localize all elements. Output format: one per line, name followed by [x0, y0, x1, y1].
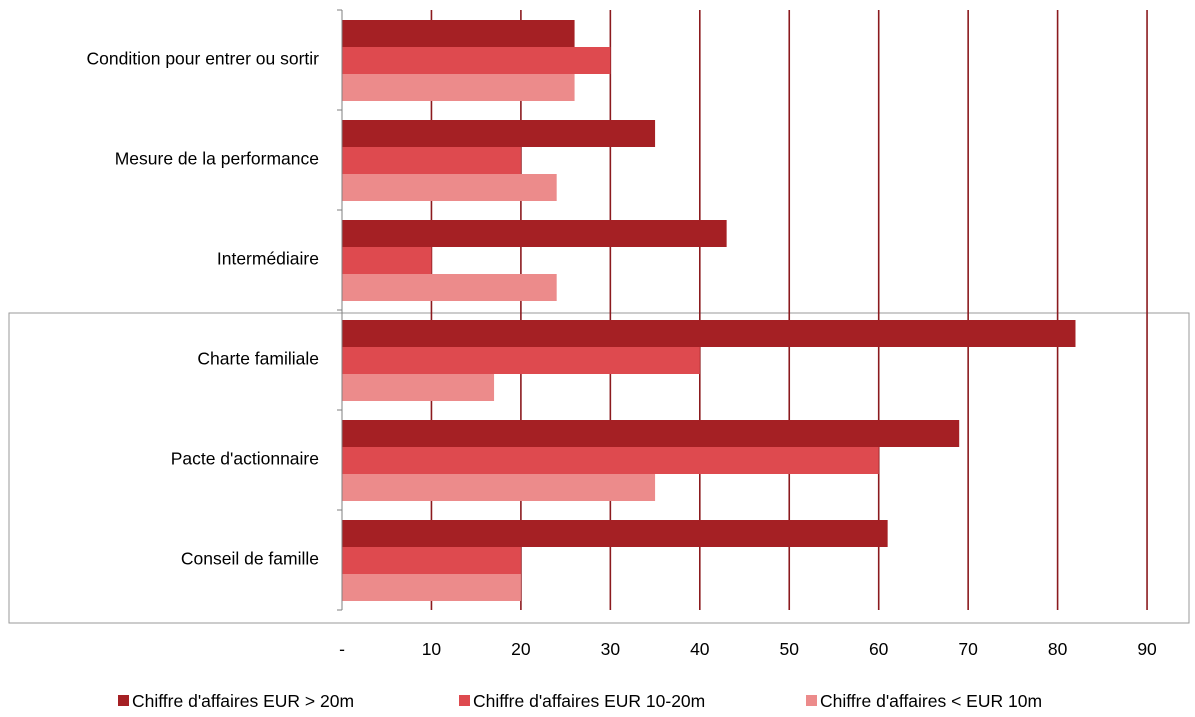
bar-1-series-3: [342, 74, 575, 101]
bar-4-series-2: [342, 347, 700, 374]
bar-6-series-2: [342, 547, 521, 574]
highlight-layer: [8, 312, 1190, 624]
bar-5-series-3: [342, 474, 656, 501]
legend-swatch-1: [118, 695, 129, 706]
bar-3-series-2: [342, 247, 432, 274]
category-label: Charte familiale: [197, 349, 319, 369]
axis-layer: [337, 9, 343, 611]
category-labels: Condition pour entrer ou sortir Mesure de…: [87, 49, 320, 569]
bar-1-series-1: [342, 20, 575, 47]
highlight-box: [8, 312, 1190, 624]
bar-6-series-1: [342, 520, 888, 547]
bar-2-series-2: [342, 147, 521, 174]
x-tick-label: 40: [690, 639, 710, 659]
bar-2-series-1: [342, 120, 656, 147]
bar-5-series-1: [342, 420, 960, 447]
legend-swatch-3: [806, 695, 817, 706]
x-tick-label: 20: [511, 639, 531, 659]
x-tick-label: 70: [958, 639, 978, 659]
category-label: Conseil de famille: [181, 549, 319, 569]
category-label: Condition pour entrer ou sortir: [87, 49, 320, 69]
bar-5-series-2: [342, 447, 879, 474]
bar-3-series-1: [342, 220, 727, 247]
x-tick-label: -: [339, 639, 345, 659]
bar-1-series-2: [342, 47, 611, 74]
category-label: Pacte d'actionnaire: [171, 449, 319, 469]
bar-4-series-3: [342, 374, 495, 401]
x-tick-label: 30: [601, 639, 621, 659]
bar-4-series-1: [342, 320, 1076, 347]
legend-swatch-2: [459, 695, 470, 706]
category-label: Intermédiaire: [217, 249, 319, 269]
legend-label-1: Chiffre d'affaires EUR > 20m: [132, 691, 354, 711]
bars-layer: [342, 20, 1076, 601]
x-tick-label: 10: [422, 639, 442, 659]
x-tick-label: 50: [780, 639, 800, 659]
bar-2-series-3: [342, 174, 557, 201]
bar-6-series-3: [342, 574, 521, 601]
x-tick-labels: - 10 20 30 40 50 60 70 80 90: [339, 639, 1157, 659]
x-tick-label: 90: [1137, 639, 1157, 659]
x-tick-label: 80: [1048, 639, 1068, 659]
x-tick-label: 60: [869, 639, 889, 659]
legend-label-3: Chiffre d'affaires < EUR 10m: [820, 691, 1042, 711]
category-label: Mesure de la performance: [115, 149, 319, 169]
grid-layer: [430, 10, 1148, 610]
legend: Chiffre d'affaires EUR > 20m Chiffre d'af…: [118, 691, 1042, 711]
bar-3-series-3: [342, 274, 557, 301]
legend-label-2: Chiffre d'affaires EUR 10-20m: [473, 691, 705, 711]
